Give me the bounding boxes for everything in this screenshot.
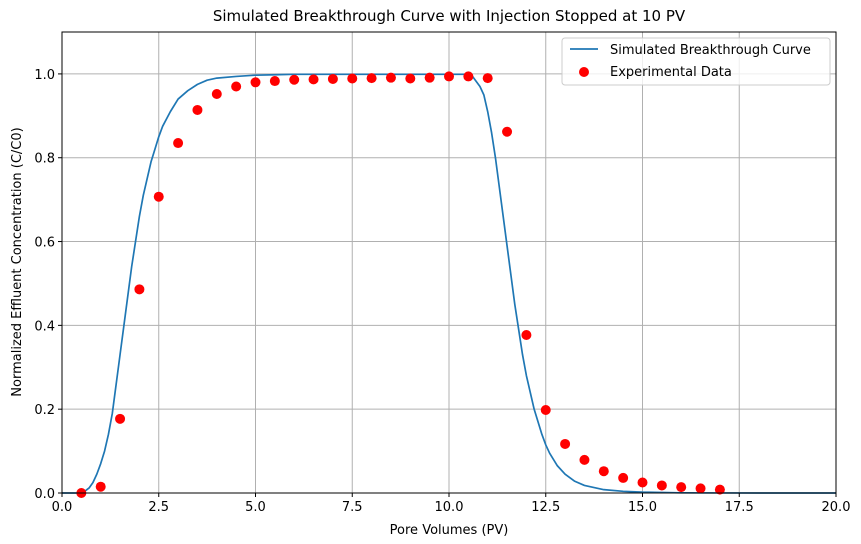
experimental-data-point bbox=[289, 74, 300, 85]
y-tick-label: 0.8 bbox=[34, 152, 55, 167]
x-tick-label: 10.0 bbox=[435, 500, 464, 515]
experimental-data-point bbox=[714, 484, 725, 495]
y-tick-label: 0.4 bbox=[34, 319, 55, 334]
experimental-data-point bbox=[656, 480, 667, 491]
legend: Simulated Breakthrough Curve Experimenta… bbox=[561, 37, 831, 86]
legend-box bbox=[561, 37, 831, 86]
experimental-data-point bbox=[115, 413, 126, 424]
experimental-data-point bbox=[327, 73, 338, 84]
chart-title: Simulated Breakthrough Curve with Inject… bbox=[213, 7, 686, 25]
y-axis-label: Normalized Effluent Concentration (C/C0) bbox=[10, 127, 25, 396]
experimental-data-point bbox=[308, 74, 319, 85]
experimental-data-point bbox=[192, 104, 203, 115]
experimental-data-point bbox=[385, 72, 396, 83]
y-tick-label: 0.2 bbox=[34, 403, 55, 418]
experimental-data-point bbox=[347, 73, 358, 84]
y-tick-label: 0.0 bbox=[34, 487, 55, 502]
experimental-data-point bbox=[134, 284, 145, 295]
experimental-data-point bbox=[695, 483, 706, 494]
experimental-data-point bbox=[424, 72, 435, 83]
experimental-data-point bbox=[637, 477, 648, 488]
y-axis-ticks: 0.0 0.2 0.4 0.6 0.8 1.0 bbox=[34, 68, 62, 502]
plot-points bbox=[76, 71, 725, 498]
experimental-data-point bbox=[366, 73, 377, 84]
experimental-data-point bbox=[521, 330, 532, 341]
x-axis-label: Pore Volumes (PV) bbox=[390, 523, 509, 538]
experimental-data-point bbox=[173, 138, 184, 149]
legend-swatch-dot bbox=[579, 67, 589, 77]
x-tick-label: 17.5 bbox=[725, 500, 754, 515]
x-axis-ticks: 0.0 2.5 5.0 7.5 10.0 12.5 15.0 17.5 20.0 bbox=[52, 493, 851, 515]
x-tick-label: 12.5 bbox=[531, 500, 560, 515]
experimental-data-point bbox=[540, 405, 551, 416]
x-tick-label: 20.0 bbox=[822, 500, 851, 515]
experimental-data-point bbox=[211, 89, 222, 100]
experimental-data-point bbox=[482, 73, 493, 84]
experimental-data-point bbox=[444, 71, 454, 82]
x-tick-label: 15.0 bbox=[628, 500, 657, 515]
experimental-data-point bbox=[231, 81, 242, 92]
grid bbox=[61, 32, 837, 494]
x-tick-label: 0.0 bbox=[52, 500, 73, 515]
experimental-data-point bbox=[502, 126, 513, 137]
x-tick-label: 2.5 bbox=[148, 500, 169, 515]
experimental-data-point bbox=[579, 454, 590, 465]
experimental-data-point bbox=[560, 438, 571, 449]
x-tick-label: 7.5 bbox=[342, 500, 363, 515]
experimental-data-point bbox=[95, 481, 106, 492]
experimental-data-point bbox=[618, 472, 629, 483]
y-tick-label: 0.6 bbox=[34, 236, 55, 251]
experimental-data-point bbox=[405, 73, 416, 84]
experimental-data-point bbox=[463, 71, 474, 82]
experimental-data-point bbox=[153, 191, 164, 202]
legend-label-experimental: Experimental Data bbox=[610, 65, 732, 80]
legend-label-simulated: Simulated Breakthrough Curve bbox=[610, 43, 811, 58]
y-tick-label: 1.0 bbox=[34, 68, 55, 83]
x-tick-label: 5.0 bbox=[245, 500, 266, 515]
experimental-data-point bbox=[269, 76, 280, 87]
experimental-data-point bbox=[598, 466, 609, 477]
experimental-data-point bbox=[250, 77, 261, 88]
experimental-data-point bbox=[676, 482, 687, 493]
